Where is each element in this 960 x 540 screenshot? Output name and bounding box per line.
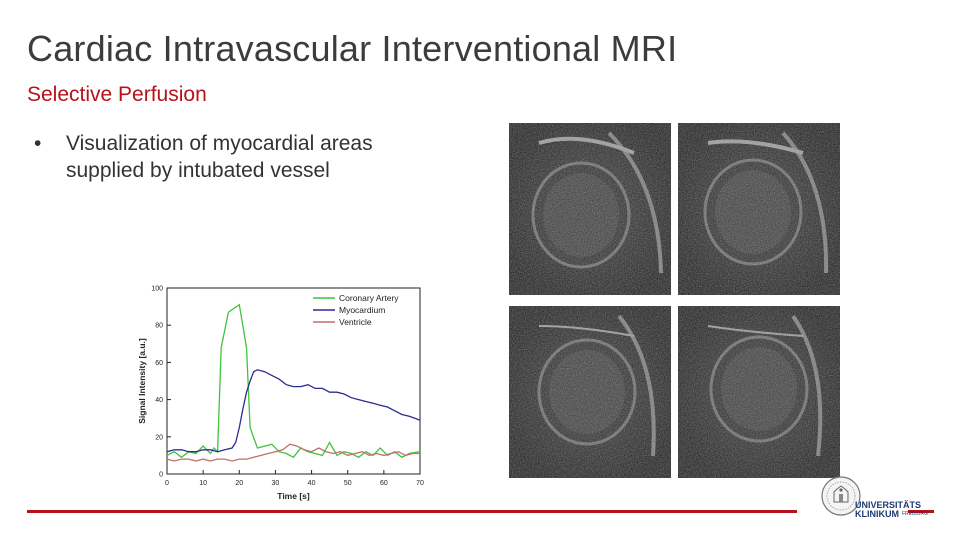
footer-rule-right: [908, 510, 934, 513]
mri-scan-graphic: [509, 123, 671, 295]
y-tick-label: 80: [155, 323, 163, 330]
university-hospital-logo: UNIVERSITÄTS KLINIKUM FREIBURG: [820, 472, 938, 522]
y-tick-label: 60: [155, 360, 163, 367]
perfusion-line-chart: 0 10 20 30 40 50 60 70 0 20 40 60 80 100 Time [s] Signa…: [137, 286, 424, 502]
legend-label: Coronary Artery: [339, 293, 399, 303]
x-tick-label: 70: [416, 480, 424, 487]
logo-line-3: FREIBURG: [902, 511, 928, 517]
legend-label: Ventricle: [339, 317, 372, 327]
x-tick-label: 0: [165, 480, 169, 487]
mri-image-3: [509, 306, 671, 478]
x-axis-label: Time [s]: [277, 491, 310, 501]
legend-label: Myocardium: [339, 305, 385, 315]
bullet-icon: •: [34, 132, 42, 155]
x-tick-label: 50: [344, 480, 352, 487]
y-tick-label: 20: [155, 434, 163, 441]
seal-icon: [821, 476, 861, 516]
logo-line-2: KLINIKUM: [855, 509, 899, 519]
mri-image-2: [678, 123, 840, 295]
x-tick-label: 60: [380, 480, 388, 487]
x-tick-label: 40: [308, 480, 316, 487]
slide-subtitle: Selective Perfusion: [27, 83, 207, 106]
mri-scan-graphic: [678, 306, 840, 478]
bullet-text: Visualization of myocardial areas suppli…: [66, 132, 373, 182]
y-tick-label: 0: [159, 472, 163, 479]
mri-image-1: [509, 123, 671, 295]
bullet-list: • Visualization of myocardial areas supp…: [34, 130, 426, 184]
mri-scan-graphic: [678, 123, 840, 295]
series-line-myocardium: [166, 369, 421, 453]
y-tick-label: 100: [151, 286, 163, 293]
y-tick-label: 40: [155, 397, 163, 404]
series-line-ventricle: [166, 443, 420, 462]
x-tick-label: 30: [272, 480, 280, 487]
series-line-coronary-artery: [166, 303, 421, 459]
logo-line-1: UNIVERSITÄTS: [855, 500, 922, 510]
footer-rule: [27, 510, 797, 513]
mri-scan-graphic: [509, 306, 671, 478]
slide-title: Cardiac Intravascular Interventional MRI: [27, 28, 678, 69]
x-tick-label: 10: [199, 480, 207, 487]
plot-frame: [166, 287, 421, 475]
bullet-item: • Visualization of myocardial areas supp…: [34, 130, 426, 184]
mri-image-4: [678, 306, 840, 478]
y-axis-label: Signal Intensity [a.u.]: [137, 338, 147, 424]
x-tick-label: 20: [235, 480, 243, 487]
